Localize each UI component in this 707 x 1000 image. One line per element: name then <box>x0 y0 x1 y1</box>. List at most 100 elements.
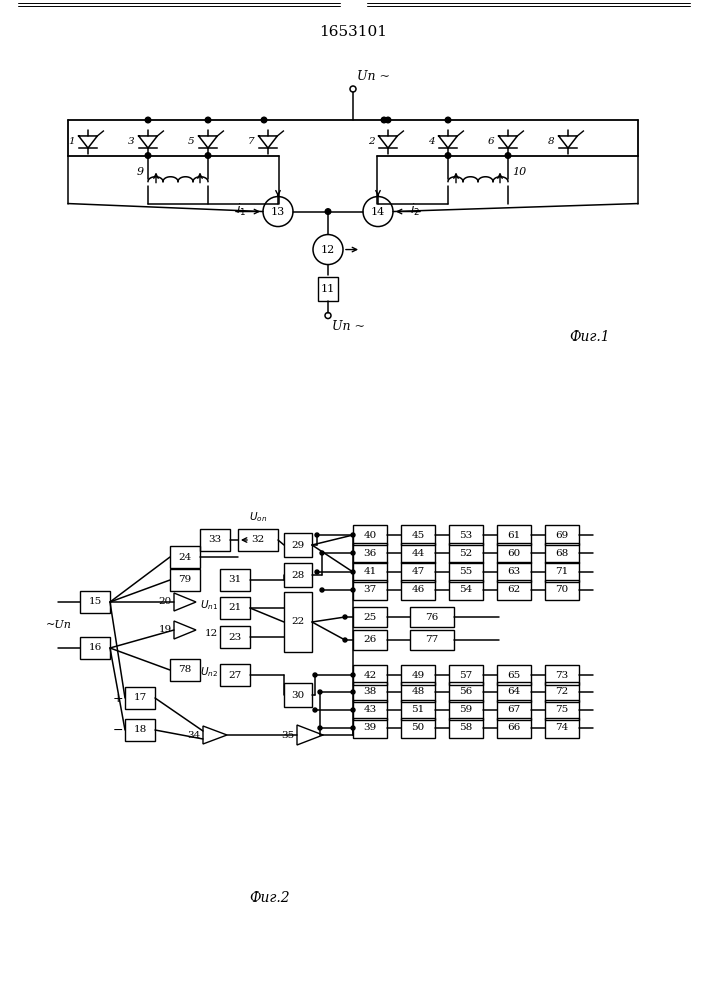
Bar <box>449 700 483 720</box>
Text: $U_{on}$: $U_{on}$ <box>249 510 267 524</box>
Circle shape <box>445 153 451 158</box>
Circle shape <box>351 588 355 592</box>
Text: 12: 12 <box>205 630 218 639</box>
Text: 17: 17 <box>134 694 146 702</box>
Text: 11: 11 <box>321 284 335 294</box>
Text: 45: 45 <box>411 530 425 540</box>
Bar <box>497 718 531 738</box>
Text: 6: 6 <box>488 137 495 146</box>
Bar <box>284 683 312 707</box>
Text: 40: 40 <box>363 530 377 540</box>
Text: 66: 66 <box>508 724 520 732</box>
Text: 75: 75 <box>556 706 568 714</box>
Circle shape <box>145 153 151 158</box>
Text: 4: 4 <box>428 137 435 146</box>
Bar <box>545 525 579 545</box>
Text: 38: 38 <box>363 688 377 696</box>
Circle shape <box>385 117 391 123</box>
Circle shape <box>351 690 355 694</box>
Text: $U_{n2}$: $U_{n2}$ <box>200 665 218 679</box>
Text: 20: 20 <box>159 597 172 606</box>
Text: 5: 5 <box>188 137 194 146</box>
Text: 1653101: 1653101 <box>319 25 387 39</box>
Bar <box>284 563 312 587</box>
Bar <box>318 277 338 301</box>
Text: 26: 26 <box>363 636 377 645</box>
Bar <box>410 607 454 627</box>
Circle shape <box>318 726 322 730</box>
Text: 54: 54 <box>460 585 472 594</box>
Bar <box>545 700 579 720</box>
Bar <box>401 718 435 738</box>
Text: 76: 76 <box>426 612 438 621</box>
Bar <box>220 626 250 648</box>
Text: 33: 33 <box>209 536 221 544</box>
Text: Фиг.2: Фиг.2 <box>250 891 291 905</box>
Text: 19: 19 <box>159 626 172 635</box>
Text: 67: 67 <box>508 706 520 714</box>
Bar <box>284 533 312 557</box>
Circle shape <box>313 708 317 712</box>
Text: 27: 27 <box>228 670 242 680</box>
Text: 31: 31 <box>228 576 242 584</box>
Text: 28: 28 <box>291 570 305 580</box>
Circle shape <box>318 690 322 694</box>
Bar <box>220 664 250 686</box>
Text: 12: 12 <box>321 245 335 255</box>
Text: 53: 53 <box>460 530 472 540</box>
Bar <box>353 543 387 563</box>
Bar <box>497 700 531 720</box>
Bar <box>449 580 483 600</box>
Text: 61: 61 <box>508 530 520 540</box>
Text: 34: 34 <box>188 730 201 740</box>
Text: 52: 52 <box>460 548 472 558</box>
Text: Uп ~: Uп ~ <box>357 70 390 83</box>
Bar <box>353 562 387 582</box>
Circle shape <box>320 588 324 592</box>
Bar <box>545 718 579 738</box>
Text: 25: 25 <box>363 612 377 621</box>
Bar <box>497 543 531 563</box>
Bar <box>125 719 155 741</box>
Bar <box>284 592 312 652</box>
Text: 29: 29 <box>291 540 305 550</box>
Text: 74: 74 <box>556 724 568 732</box>
Bar <box>545 665 579 685</box>
Bar <box>401 665 435 685</box>
Bar <box>353 580 387 600</box>
Bar <box>125 687 155 709</box>
Bar <box>449 665 483 685</box>
Text: 13: 13 <box>271 207 285 217</box>
Text: $U_{n1}$: $U_{n1}$ <box>200 598 218 612</box>
Text: Uп ~: Uп ~ <box>332 320 365 333</box>
Bar <box>449 682 483 702</box>
Bar <box>238 529 278 551</box>
Text: 46: 46 <box>411 585 425 594</box>
Text: 48: 48 <box>411 688 425 696</box>
Bar <box>545 562 579 582</box>
Text: 77: 77 <box>426 636 438 645</box>
Circle shape <box>351 570 355 574</box>
Circle shape <box>313 673 317 677</box>
Bar <box>497 682 531 702</box>
Text: 18: 18 <box>134 726 146 734</box>
Text: 32: 32 <box>252 536 264 544</box>
Circle shape <box>205 117 211 123</box>
Text: 59: 59 <box>460 706 472 714</box>
Text: 35: 35 <box>282 730 295 740</box>
Circle shape <box>351 708 355 712</box>
Text: 39: 39 <box>363 724 377 732</box>
Text: 78: 78 <box>178 666 192 674</box>
Text: 44: 44 <box>411 548 425 558</box>
Circle shape <box>351 533 355 537</box>
Bar <box>545 682 579 702</box>
Text: ~Uп: ~Uп <box>46 620 72 630</box>
Text: Фиг.1: Фиг.1 <box>570 330 610 344</box>
Text: 64: 64 <box>508 688 520 696</box>
Circle shape <box>343 615 347 619</box>
Bar <box>545 580 579 600</box>
Text: 68: 68 <box>556 548 568 558</box>
Text: 51: 51 <box>411 706 425 714</box>
Bar <box>353 665 387 685</box>
Bar <box>449 718 483 738</box>
